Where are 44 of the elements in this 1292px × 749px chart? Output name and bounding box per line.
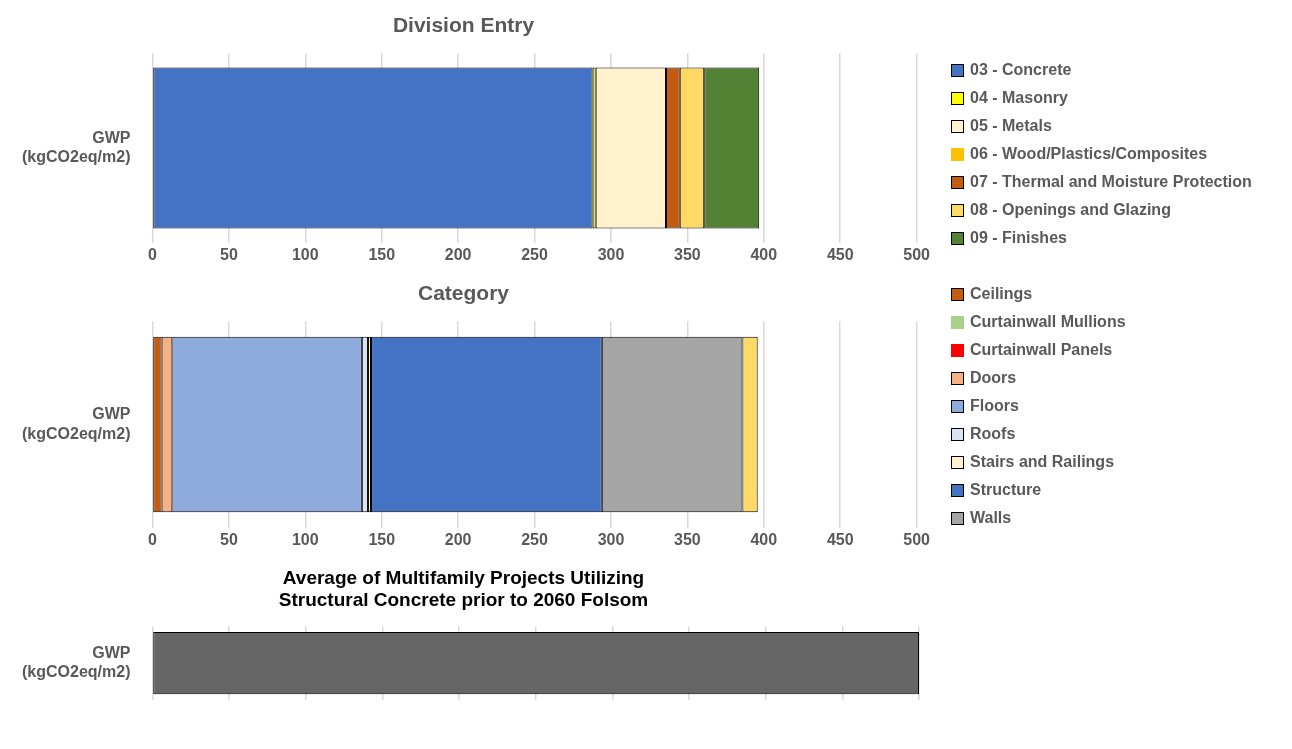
legend-label: 05 - Metals bbox=[970, 117, 1052, 135]
x-tick-label: 300 bbox=[597, 245, 625, 263]
x-tick-label: 200 bbox=[444, 530, 472, 548]
legend-label: 08 - Openings and Glazing bbox=[970, 201, 1171, 219]
x-tick-label: 300 bbox=[597, 530, 625, 548]
x-tick-label: 450 bbox=[826, 530, 854, 548]
legend-label: Curtainwall Mullions bbox=[970, 313, 1126, 331]
legend-label: 06 - Wood/Plastics/Composites bbox=[970, 145, 1208, 163]
legend-label: Ceilings bbox=[970, 285, 1033, 303]
x-tick-label: 50 bbox=[219, 530, 238, 548]
legend-label: Floors bbox=[970, 397, 1019, 415]
x-tick-label: 200 bbox=[444, 245, 472, 263]
x-tick-label: 150 bbox=[368, 530, 396, 548]
x-tick-label: 0 bbox=[148, 530, 158, 548]
chart-title: Category bbox=[417, 281, 510, 305]
x-tick-label: 150 bbox=[368, 245, 396, 263]
chart-title: Average of Multifamily Projects Utilizing Structural Concrete prior to 2060 Folsom bbox=[278, 566, 649, 611]
legend-label: 07 - Thermal and Moisture Protection bbox=[970, 173, 1252, 191]
y-tick-label: GWP (kgCO2eq/m2) bbox=[22, 405, 131, 442]
x-tick-label: 250 bbox=[521, 530, 549, 548]
x-tick-label: 500 bbox=[903, 245, 931, 263]
legend-label: 03 - Concrete bbox=[970, 61, 1072, 79]
legend-label: Stairs and Railings bbox=[970, 453, 1115, 471]
x-tick-label: 0 bbox=[148, 245, 158, 263]
x-tick-label: 500 bbox=[903, 530, 931, 548]
legend-label: Structure bbox=[970, 481, 1042, 499]
x-tick-label: 400 bbox=[750, 530, 778, 548]
legend-label: Curtainwall Panels bbox=[970, 341, 1113, 359]
x-tick-label: 400 bbox=[750, 245, 778, 263]
chart-title: Division Entry bbox=[392, 13, 535, 37]
x-tick-label: 450 bbox=[826, 245, 854, 263]
y-tick-label: GWP (kgCO2eq/m2) bbox=[22, 128, 131, 166]
x-tick-label: 100 bbox=[291, 530, 319, 548]
legend-label: 04 - Masonry bbox=[970, 89, 1068, 107]
legend-label: 09 - Finishes bbox=[970, 229, 1067, 247]
legend-label: Doors bbox=[970, 369, 1017, 387]
x-tick-label: 100 bbox=[291, 245, 319, 263]
x-tick-label: 350 bbox=[674, 530, 701, 548]
x-tick-label: 50 bbox=[219, 245, 238, 263]
x-tick-label: 350 bbox=[674, 245, 701, 263]
x-tick-label: 250 bbox=[521, 245, 549, 263]
legend-label: Walls bbox=[970, 509, 1012, 527]
y-tick-label: GWP (kgCO2eq/m2) bbox=[22, 644, 131, 681]
legend-label: Roofs bbox=[970, 425, 1016, 443]
